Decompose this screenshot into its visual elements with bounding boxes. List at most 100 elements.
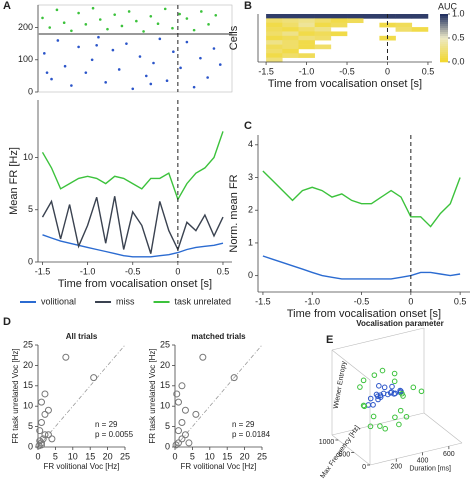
y-tick-label: 200 <box>18 22 33 32</box>
x-tick-label: 20 <box>240 451 250 461</box>
x-tick-label: 5 <box>190 451 195 461</box>
spike <box>214 14 218 17</box>
colorbar-step <box>440 58 448 61</box>
panel-letter: A <box>3 0 11 12</box>
point <box>357 384 363 390</box>
heatmap-cell <box>282 35 299 41</box>
point <box>174 398 182 406</box>
heatmap-cell <box>266 40 283 45</box>
spike <box>111 48 115 52</box>
y-tick-label: 25 <box>23 339 33 349</box>
spike <box>212 47 216 50</box>
spike <box>90 58 94 62</box>
point <box>178 419 186 427</box>
point <box>410 384 417 391</box>
x-tick-label: -1.5 <box>258 66 274 76</box>
x-axis-label: Time from vocalisation onset [s] <box>58 278 212 290</box>
subplot-title: All trials <box>66 332 98 341</box>
x-axis-label: Time from vocalisation onset [s] <box>268 78 422 90</box>
box-edge <box>423 412 463 444</box>
spike <box>172 50 175 54</box>
y-tick-label: 0 <box>28 441 33 451</box>
x-tick-label: 400 <box>417 457 429 464</box>
box-edge <box>369 442 463 466</box>
colorbar-step <box>440 50 448 53</box>
spike <box>165 79 169 83</box>
spike <box>55 8 59 12</box>
point <box>371 372 378 378</box>
legend-label: miss <box>116 296 135 306</box>
point <box>44 406 52 414</box>
spike <box>62 21 66 25</box>
y-tick-label: 25 <box>160 339 170 349</box>
spike <box>77 11 80 15</box>
point <box>418 388 425 395</box>
heatmap-cell <box>411 27 429 32</box>
point <box>360 377 367 384</box>
spike <box>106 27 109 31</box>
colorbar-step <box>440 20 448 23</box>
spike <box>95 43 98 47</box>
y-tick-label: 5 <box>165 421 170 431</box>
heatmap-cell <box>282 31 299 37</box>
heatmap-cell <box>411 14 429 19</box>
heatmap-cell <box>298 22 315 28</box>
y-tick-label: 20 <box>23 360 33 370</box>
y-tick-label: 5 <box>28 421 33 431</box>
panel-letter: D <box>3 316 11 328</box>
heatmap-cell <box>347 14 364 19</box>
x-tick-label: -0.5 <box>354 296 370 306</box>
legend-label: task unrelated <box>175 296 232 306</box>
point <box>181 431 189 439</box>
x-tick-label: 600 <box>443 451 455 458</box>
colorbar-step <box>440 24 448 27</box>
point <box>382 425 389 432</box>
y-tick-label: 100 <box>18 54 33 64</box>
heatmap-cell <box>266 35 283 41</box>
heatmap-cell <box>266 48 283 54</box>
x-tick-label: 15 <box>85 451 95 461</box>
x-tick-label: 0 <box>385 66 390 76</box>
y-tick-label: 0 <box>28 86 33 96</box>
y-tick-label: 0 <box>165 441 170 451</box>
x-tick-label: -1.0 <box>80 266 96 276</box>
point <box>391 391 397 397</box>
annotation: p = 0.0184 <box>232 430 271 439</box>
spike <box>185 40 189 44</box>
x-tick-label: 0 <box>172 451 177 461</box>
point <box>178 382 186 390</box>
annotation: n = 29 <box>232 420 255 429</box>
spike <box>149 82 153 86</box>
colorbar-step <box>440 40 448 43</box>
colorbar-step <box>440 22 448 25</box>
heatmap-cell <box>314 18 332 24</box>
x-tick-label: 0.5 <box>422 66 435 76</box>
point <box>387 390 394 396</box>
point <box>376 383 382 389</box>
heatmap-cell <box>282 22 299 28</box>
y-tick-label: 10 <box>23 401 33 411</box>
spike <box>199 56 202 60</box>
y-tick-label: 0 <box>362 464 366 471</box>
heatmap-cell <box>395 22 413 28</box>
x-tick-label: 0.5 <box>217 266 230 276</box>
x-tick-label: -1.5 <box>255 296 271 306</box>
y-tick-label: 0 <box>28 256 33 266</box>
point <box>396 421 402 428</box>
heatmap-cell <box>282 40 299 45</box>
point <box>400 393 406 399</box>
heatmap-cell <box>314 35 332 41</box>
heatmap-cell <box>266 14 283 19</box>
spike <box>200 10 203 13</box>
point <box>360 402 367 409</box>
heatmap-cell <box>266 18 283 24</box>
point <box>62 353 70 361</box>
spike <box>179 66 182 70</box>
x-axis-label: FR volitional Voc [Hz] <box>180 462 256 471</box>
heatmap-cell <box>314 22 332 28</box>
spike <box>63 64 67 68</box>
spike <box>152 61 155 65</box>
point <box>375 396 381 403</box>
y-tick-label: 10 <box>23 152 33 162</box>
colorbar-step <box>440 60 448 63</box>
